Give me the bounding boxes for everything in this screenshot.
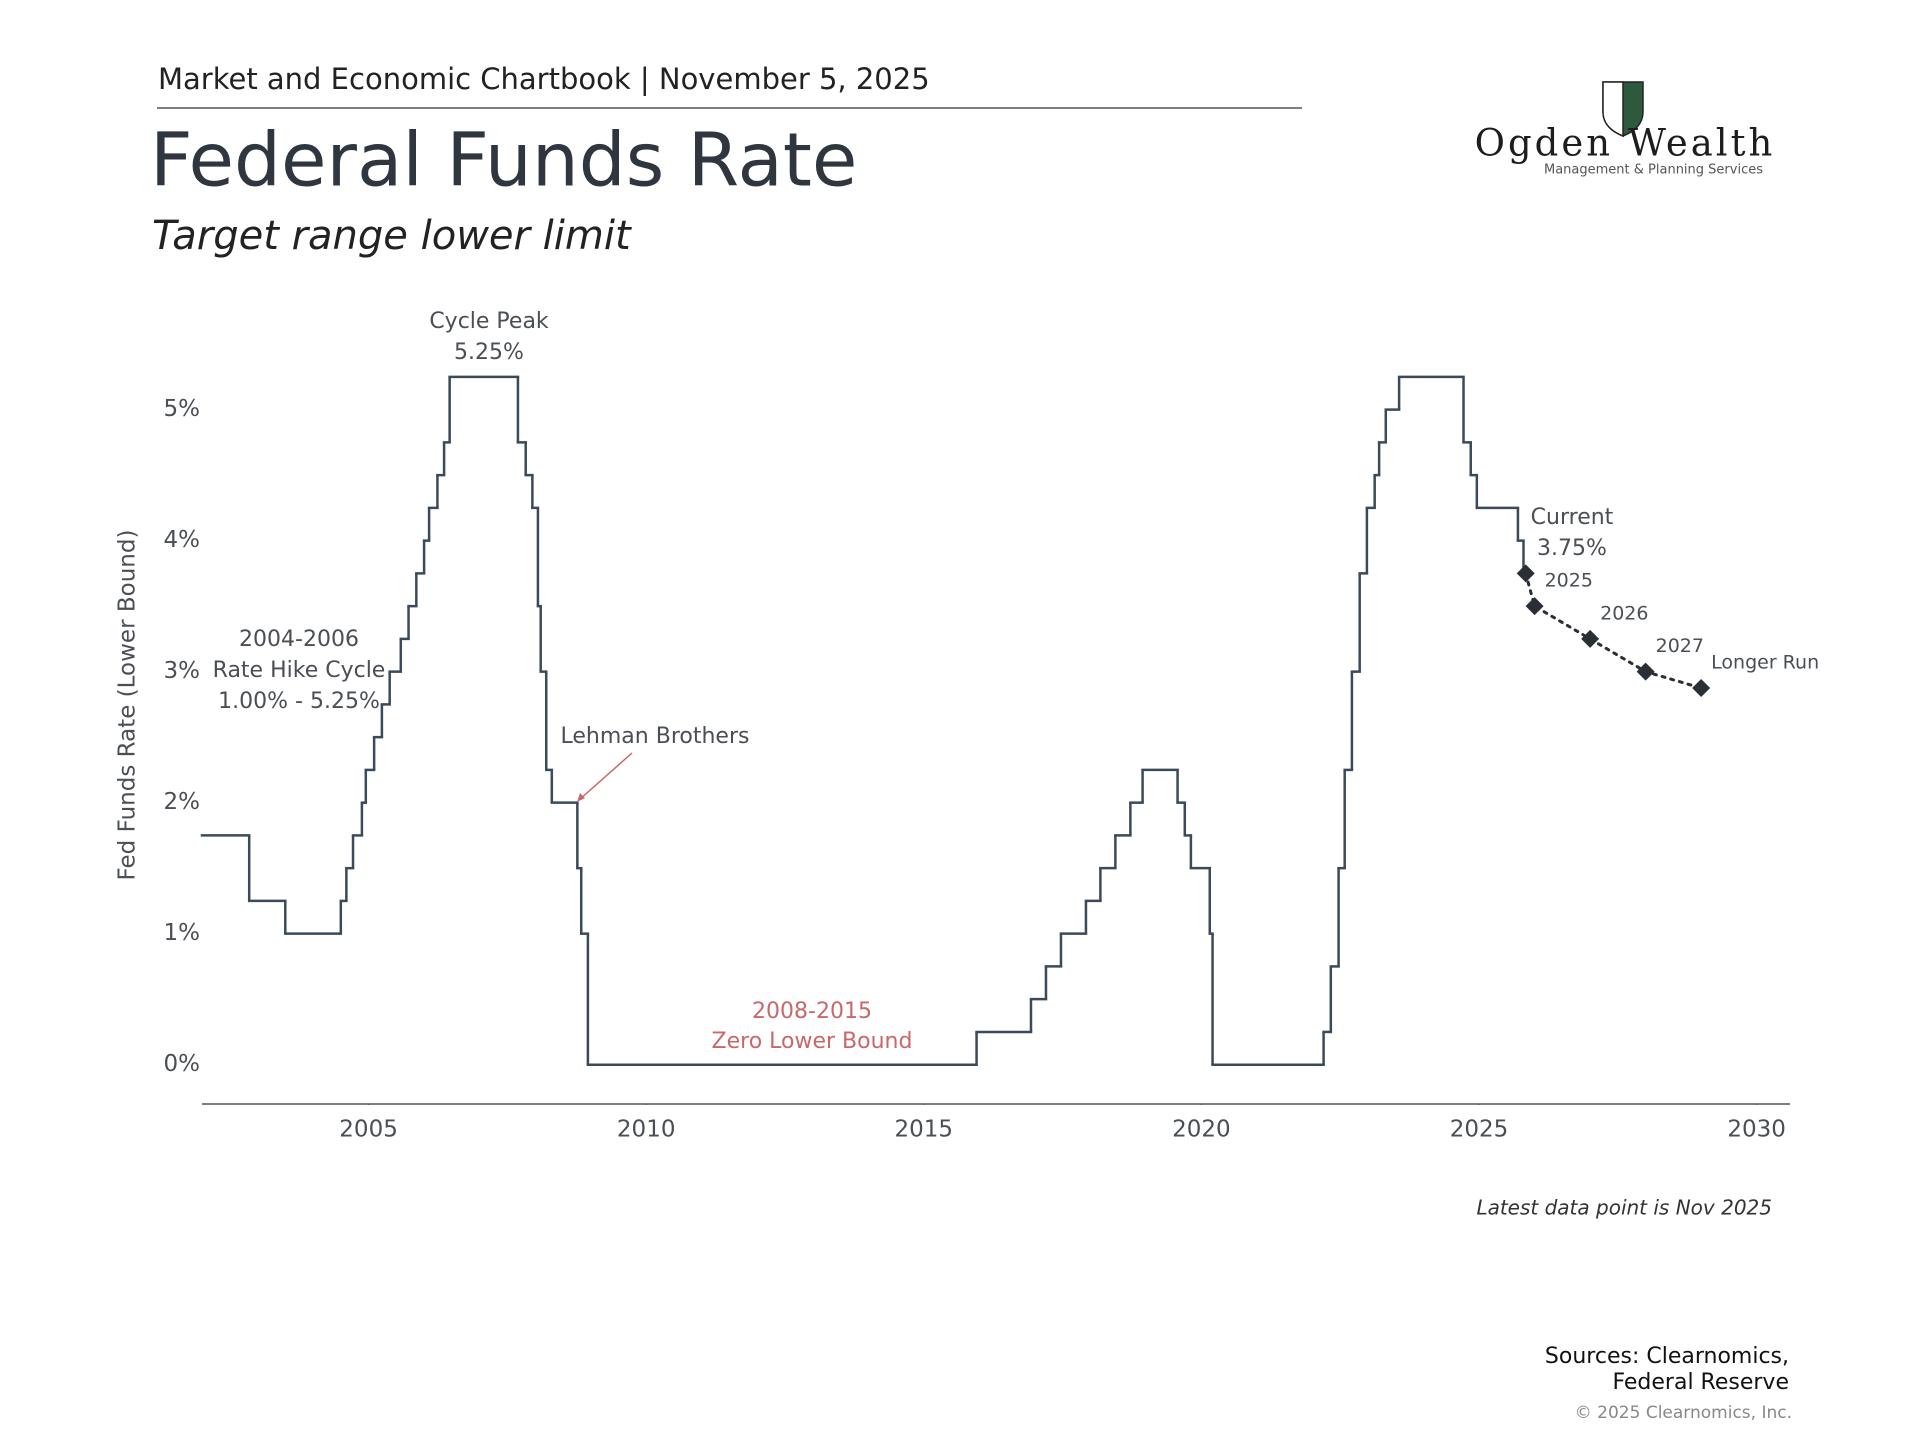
annotation: Rate Hike Cycle [213, 658, 386, 683]
y-tick-label: 1% [164, 920, 201, 946]
x-tick-label: 2005 [339, 1117, 398, 1143]
copyright: © 2025 Clearnomics, Inc. [1575, 1403, 1792, 1423]
annotation: 2008-2015 [752, 999, 872, 1024]
logo-shield-half [1602, 81, 1624, 138]
projection-marker [1692, 679, 1711, 698]
projection-marker [1525, 597, 1544, 616]
y-tick-label: 0% [164, 1051, 201, 1077]
sources: Federal Reserve [1612, 1370, 1789, 1395]
lehman-arrow [578, 752, 633, 801]
projection-marker [1636, 662, 1655, 681]
projection-label: Longer Run [1711, 652, 1819, 674]
annotation: 2004-2006 [239, 627, 359, 652]
logo-tagline: Management & Planning Services [1544, 163, 1763, 178]
projection-label: 2025 [1545, 570, 1593, 592]
chart-title: Federal Funds Rate [150, 118, 857, 204]
y-tick-label: 5% [164, 396, 201, 422]
logo-name: Ogden Wealth [1475, 122, 1776, 165]
projection-label: 2027 [1656, 635, 1704, 657]
annotation: 3.75% [1537, 536, 1607, 561]
chart-subtitle: Target range lower limit [152, 213, 632, 259]
lehman-arrowhead [577, 793, 585, 802]
y-axis-label: Fed Funds Rate (Lower Bound) [115, 530, 141, 881]
x-tick-label: 2020 [1172, 1117, 1231, 1143]
annotation: Lehman Brothers [561, 724, 750, 749]
projection-marker [1516, 564, 1535, 583]
annotation: 5.25% [454, 340, 524, 365]
annotation: Cycle Peak [429, 309, 549, 334]
x-tick-label: 2030 [1727, 1117, 1786, 1143]
chartbook-header: Market and Economic Chartbook | November… [158, 62, 930, 96]
x-tick-label: 2010 [617, 1117, 676, 1143]
y-tick-label: 3% [164, 658, 201, 684]
y-tick-label: 4% [164, 527, 201, 553]
x-tick-label: 2015 [895, 1117, 954, 1143]
x-tick-label: 2025 [1450, 1117, 1509, 1143]
annotation: Current [1531, 505, 1614, 530]
y-tick-label: 2% [164, 789, 201, 815]
projection-marker [1581, 629, 1600, 648]
sources: Sources: Clearnomics, [1545, 1344, 1789, 1369]
footnote: Latest data point is Nov 2025 [1476, 1196, 1772, 1220]
logo: Ogden Wealth Management & Planning Servi… [1475, 81, 1776, 178]
annotation: Zero Lower Bound [712, 1029, 913, 1054]
projection-label: 2026 [1600, 602, 1648, 624]
annotation: 1.00% - 5.25% [218, 689, 380, 714]
